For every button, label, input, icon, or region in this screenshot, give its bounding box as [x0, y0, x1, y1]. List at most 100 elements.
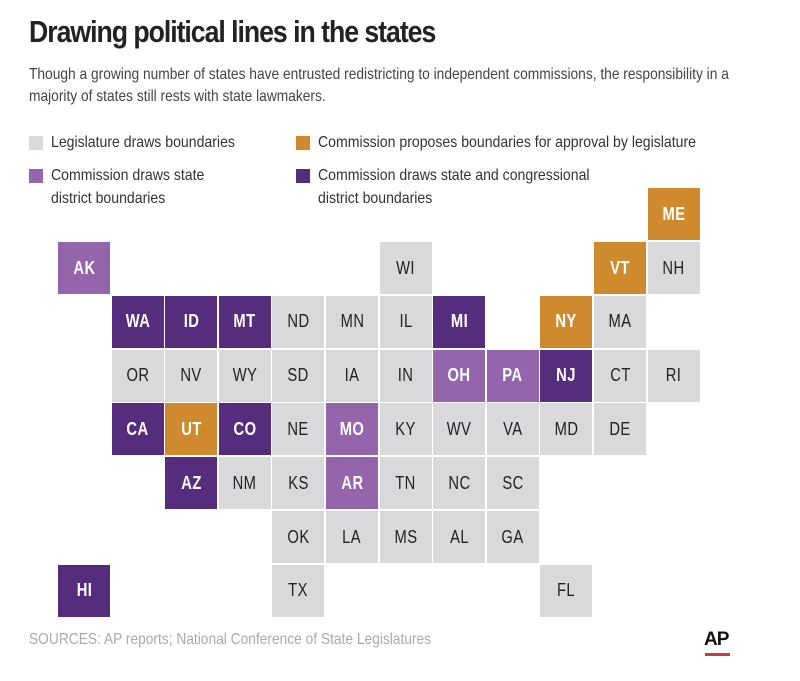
state-tile-wv: WV: [433, 403, 486, 456]
state-abbr: AK: [72, 257, 96, 278]
state-tile-ok: OK: [272, 511, 325, 563]
state-tile-pa: PA: [486, 349, 539, 402]
state-tile-hi: HI: [58, 564, 110, 617]
state-abbr: IN: [397, 365, 414, 386]
state-tile-nd: ND: [272, 295, 325, 348]
chart-title: Drawing political lines in the states: [29, 14, 436, 49]
state-abbr: SD: [287, 365, 310, 386]
state-tile-nj: NJ: [540, 349, 593, 402]
state-abbr: GA: [501, 526, 524, 547]
sources-note: SOURCES: AP reports; National Conference…: [29, 631, 432, 648]
state-tile-nh: NH: [647, 242, 700, 294]
state-abbr: HI: [76, 580, 92, 601]
state-abbr: WA: [125, 311, 150, 332]
state-tile-ga: GA: [486, 511, 539, 563]
state-abbr: MO: [339, 418, 365, 439]
state-tile-ny: NY: [540, 295, 593, 348]
state-abbr: CA: [126, 418, 149, 439]
legend-item-both: Commission draws state and congressional…: [296, 164, 627, 210]
state-abbr: OH: [447, 365, 471, 386]
state-abbr: ID: [183, 311, 199, 332]
state-tile-fl: FL: [540, 564, 593, 617]
state-tile-tx: TX: [272, 564, 325, 617]
state-tile-oh: OH: [433, 349, 486, 402]
state-abbr: AZ: [180, 472, 202, 493]
state-abbr: IA: [344, 365, 360, 386]
state-tile-sc: SC: [486, 457, 539, 510]
state-tile-vt: VT: [594, 242, 646, 294]
legend-label-line: Commission draws state and congressional: [318, 167, 590, 184]
state-tile-ky: KY: [379, 403, 432, 456]
state-abbr: NH: [662, 257, 685, 278]
state-abbr: WI: [396, 257, 416, 278]
legend-swatch-legislature: [29, 136, 43, 150]
state-tile-ma: MA: [594, 295, 646, 348]
state-tile-de: DE: [594, 403, 646, 456]
legend-swatch-state: [29, 169, 43, 183]
state-tile-wa: WA: [111, 295, 164, 348]
state-tile-ak: AK: [58, 242, 110, 294]
state-abbr: LA: [342, 526, 362, 547]
state-tile-ks: KS: [272, 457, 325, 510]
state-tile-or: OR: [111, 349, 164, 402]
state-abbr: OK: [287, 526, 310, 547]
legend-label-line: district boundaries: [51, 190, 166, 207]
state-tile-in: IN: [379, 349, 432, 402]
legend-label: Commission draws state district boundari…: [51, 164, 204, 210]
state-abbr: NJ: [556, 365, 577, 386]
legend-label: Commission draws state and congressional…: [318, 164, 590, 210]
state-tile-ms: MS: [379, 511, 432, 563]
state-abbr: VT: [610, 257, 630, 278]
state-tile-mi: MI: [433, 295, 486, 348]
state-tile-ne: NE: [272, 403, 325, 456]
state-abbr: ME: [662, 203, 686, 224]
state-tile-ca: CA: [111, 403, 164, 456]
state-abbr: NV: [180, 365, 202, 386]
state-tile-sd: SD: [272, 349, 325, 402]
legend-swatch-both: [296, 169, 310, 183]
state-tile-me: ME: [647, 188, 700, 241]
state-abbr: NY: [555, 311, 578, 332]
state-abbr: WV: [446, 418, 472, 439]
state-tile-md: MD: [540, 403, 593, 456]
state-tile-mt: MT: [218, 295, 271, 348]
state-tile-il: IL: [379, 295, 432, 348]
state-abbr: AR: [340, 472, 364, 493]
legend-label-line: district boundaries: [318, 190, 433, 207]
state-tile-nv: NV: [165, 349, 218, 402]
state-abbr: NC: [448, 472, 471, 493]
state-tile-wy: WY: [218, 349, 271, 402]
state-abbr: OR: [126, 365, 150, 386]
state-tile-mn: MN: [326, 295, 378, 348]
state-tile-az: AZ: [165, 457, 218, 510]
state-abbr: MN: [340, 311, 364, 332]
ap-logo: AP: [704, 629, 729, 650]
state-abbr: TX: [288, 580, 309, 601]
state-abbr: RI: [665, 365, 682, 386]
state-tile-al: AL: [433, 511, 486, 563]
state-tile-ia: IA: [326, 349, 378, 402]
state-tile-nc: NC: [433, 457, 486, 510]
state-abbr: IL: [399, 311, 413, 332]
state-tile-tn: TN: [379, 457, 432, 510]
state-abbr: WY: [232, 365, 258, 386]
state-abbr: KY: [395, 418, 416, 439]
legend-label: Commission proposes boundaries for appro…: [318, 134, 697, 151]
state-abbr: NE: [287, 418, 310, 439]
legend-item-proposes: Commission proposes boundaries for appro…: [296, 131, 748, 154]
state-tile-ri: RI: [647, 349, 700, 402]
state-abbr: DE: [609, 418, 631, 439]
state-abbr: SC: [502, 472, 524, 493]
state-abbr: FL: [557, 580, 576, 601]
state-abbr: MA: [608, 311, 632, 332]
state-tile-co: CO: [218, 403, 271, 456]
state-tile-ar: AR: [326, 457, 378, 510]
state-tile-mo: MO: [326, 403, 378, 456]
state-abbr: NM: [232, 472, 257, 493]
legend-item-legislature: Legislature draws boundaries: [29, 131, 260, 154]
legend-item-state: Commission draws state district boundari…: [29, 164, 225, 210]
state-abbr: VA: [503, 418, 523, 439]
legend-label-line: Commission draws state: [51, 167, 205, 184]
state-abbr: CT: [609, 365, 631, 386]
state-tile-wi: WI: [379, 242, 432, 294]
